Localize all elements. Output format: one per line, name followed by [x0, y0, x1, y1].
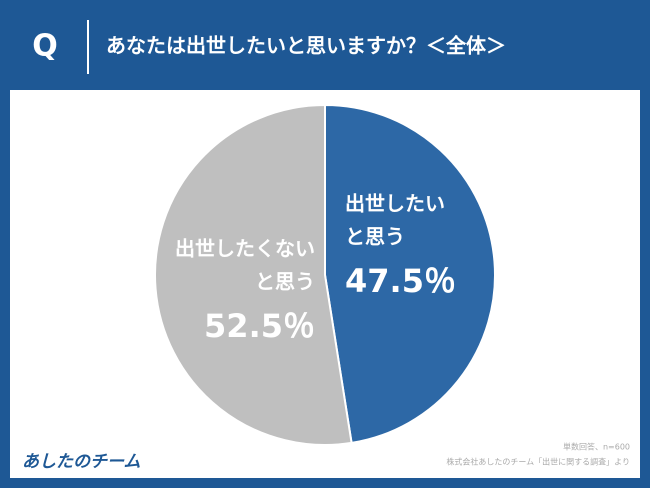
title: あなたは出世したいと思いますか？＜全体＞: [106, 34, 506, 58]
logo: あしたのチーム: [22, 452, 141, 472]
source: 株式会社あしたのチーム「出世に関する調査」より: [446, 457, 630, 467]
note: 単数回答、n=600: [563, 442, 630, 452]
slice-label: 出世したい: [345, 192, 445, 216]
value-label: 52.5％: [204, 307, 315, 345]
slice-label: と思う: [345, 225, 405, 249]
pie-slice: [154, 103, 353, 446]
value-label: 47.5％: [345, 262, 456, 300]
slice-label: と思う: [255, 270, 315, 294]
q-badge: Q: [32, 29, 58, 64]
slice-label: 出世したくない: [175, 237, 315, 261]
pie-slice: [324, 103, 496, 445]
